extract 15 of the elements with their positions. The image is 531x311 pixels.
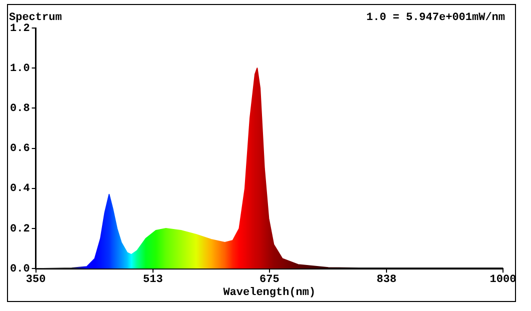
y-tick-label: 0.0 bbox=[10, 263, 30, 276]
x-tick-label: 1000 bbox=[490, 274, 516, 286]
y-tick-label: 1.0 bbox=[10, 62, 30, 75]
chart-title: Spectrum bbox=[9, 12, 62, 24]
y-tick-label: 0.8 bbox=[10, 102, 30, 115]
x-tick-label: 513 bbox=[143, 274, 164, 286]
x-axis-title: Wavelength(nm) bbox=[223, 287, 316, 300]
y-tick-label: 1.2 bbox=[10, 22, 30, 35]
y-tick-label: 0.2 bbox=[10, 223, 30, 236]
x-tick-label: 675 bbox=[259, 274, 280, 286]
x-tick-label: 350 bbox=[26, 274, 46, 286]
y-tick-label: 0.6 bbox=[10, 143, 30, 156]
x-tick-label: 838 bbox=[376, 274, 397, 286]
y-tick-label: 0.4 bbox=[10, 183, 30, 196]
text: 1.0 = 5.947e+001mW/nm bbox=[366, 12, 506, 24]
